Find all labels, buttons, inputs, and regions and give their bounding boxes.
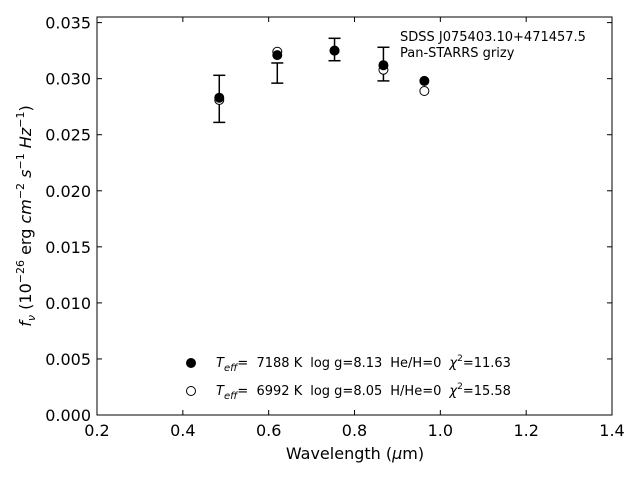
y-tick-label: 0.005 — [45, 350, 91, 369]
x-tick-label: 0.6 — [256, 421, 281, 440]
y-tick-label: 0.025 — [45, 126, 91, 145]
model-point-filled — [419, 75, 430, 86]
object-name-annotation: SDSS J075403.10+471457.5 — [400, 30, 586, 45]
model-point-filled — [378, 60, 389, 71]
y-axis-label: fν (10−26 erg cm−2 s−1 Hz−1) — [14, 105, 38, 326]
x-tick-label: 1.4 — [599, 421, 624, 440]
y-tick-label: 0.010 — [45, 294, 91, 313]
y-tick-label: 0.030 — [45, 70, 91, 89]
model-point-open — [419, 85, 430, 96]
x-tick-label: 1.2 — [513, 421, 538, 440]
x-tick-label: 1.0 — [428, 421, 453, 440]
x-axis-label: Wavelength (µm) — [286, 444, 424, 463]
observed-flux-errorbars — [213, 37, 390, 124]
legend-marker-filled — [186, 358, 196, 368]
model-point-filled — [214, 92, 225, 103]
y-tick-label: 0.035 — [45, 14, 91, 33]
legend-marker-open — [186, 386, 196, 396]
x-axis: 0.2 0.4 0.6 0.8 1.0 1.2 1.4 — [84, 17, 625, 440]
x-tick-label: 0.4 — [170, 421, 195, 440]
x-tick-label: 0.2 — [84, 421, 109, 440]
model-point-filled — [329, 45, 340, 56]
y-tick-label: 0.000 — [45, 406, 91, 425]
model-point-filled — [272, 50, 283, 61]
y-tick-label: 0.015 — [45, 238, 91, 257]
y-tick-label: 0.020 — [45, 182, 91, 201]
x-tick-label: 0.8 — [342, 421, 367, 440]
y-axis: 0.000 0.005 0.010 0.015 0.020 0.025 0.030 0.035 — [45, 14, 612, 425]
errorbar — [271, 62, 284, 84]
model-points — [214, 45, 430, 105]
survey-annotation: Pan-STARRS grizy — [400, 46, 515, 61]
